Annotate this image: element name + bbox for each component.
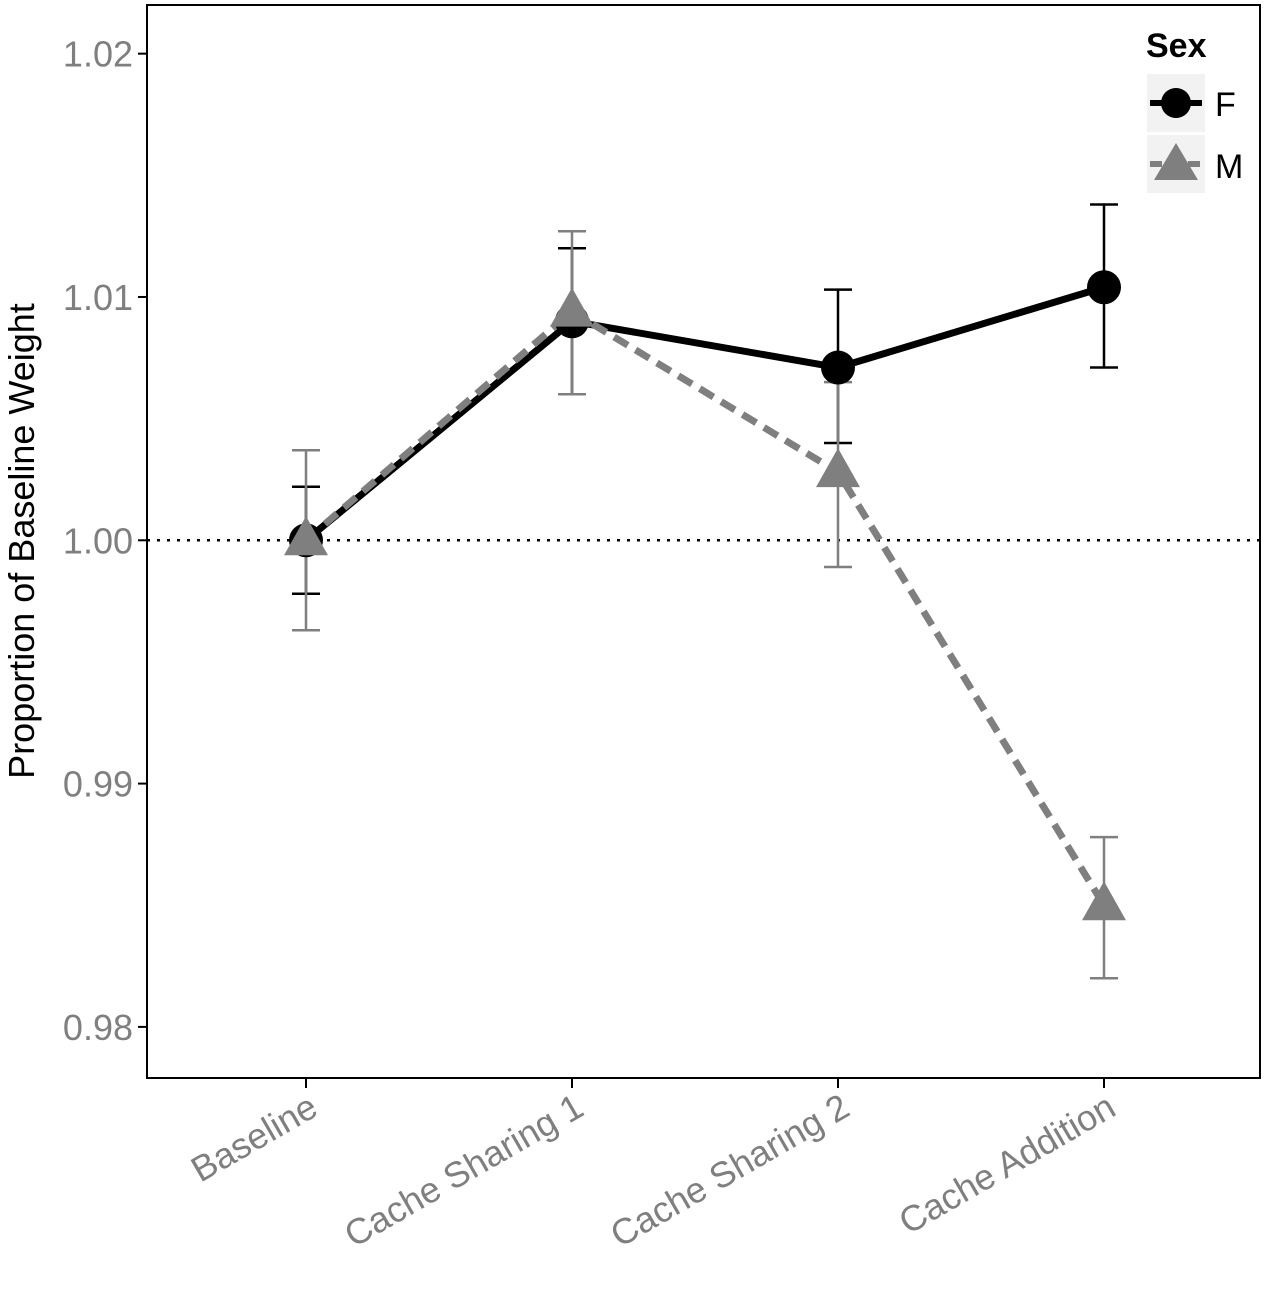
legend-key-marker-f xyxy=(1161,88,1191,118)
series-layer xyxy=(284,203,1126,980)
series-line-f xyxy=(303,283,1106,543)
point-m xyxy=(550,287,594,327)
y-tick-label: 1.00 xyxy=(63,520,133,561)
y-axis-title: Proportion of Baseline Weight xyxy=(1,303,42,779)
x-tick-label: Baseline xyxy=(184,1085,324,1190)
y-axis: 0.98 0.99 1.00 1.01 1.02 xyxy=(63,34,147,1048)
point-m xyxy=(816,448,860,488)
point-m xyxy=(284,516,328,556)
y-tick-label: 1.01 xyxy=(63,277,133,318)
plot-panel xyxy=(146,4,1261,1079)
x-tick-label: Cache Sharing 2 xyxy=(603,1085,856,1255)
x-axis: Baseline Cache Sharing 1 Cache Sharing 2 Ca… xyxy=(184,1078,1122,1255)
point-f xyxy=(1087,270,1121,305)
x-tick-label: Cache Addition xyxy=(892,1085,1122,1242)
y-tick-label: 0.99 xyxy=(63,764,133,805)
legend-title: Sex xyxy=(1146,27,1207,65)
y-tick-label: 1.02 xyxy=(63,34,133,75)
point-m xyxy=(1082,881,1126,921)
y-tick-label: 0.98 xyxy=(63,1007,133,1048)
legend-key-marker-m xyxy=(1154,143,1198,180)
x-tick-label: Cache Sharing 1 xyxy=(337,1085,590,1255)
series-line-m xyxy=(303,308,1107,908)
point-f xyxy=(821,350,855,385)
legend: Sex F M xyxy=(1146,27,1243,193)
legend-label-m: M xyxy=(1215,148,1243,186)
legend-label-f: F xyxy=(1215,86,1236,124)
